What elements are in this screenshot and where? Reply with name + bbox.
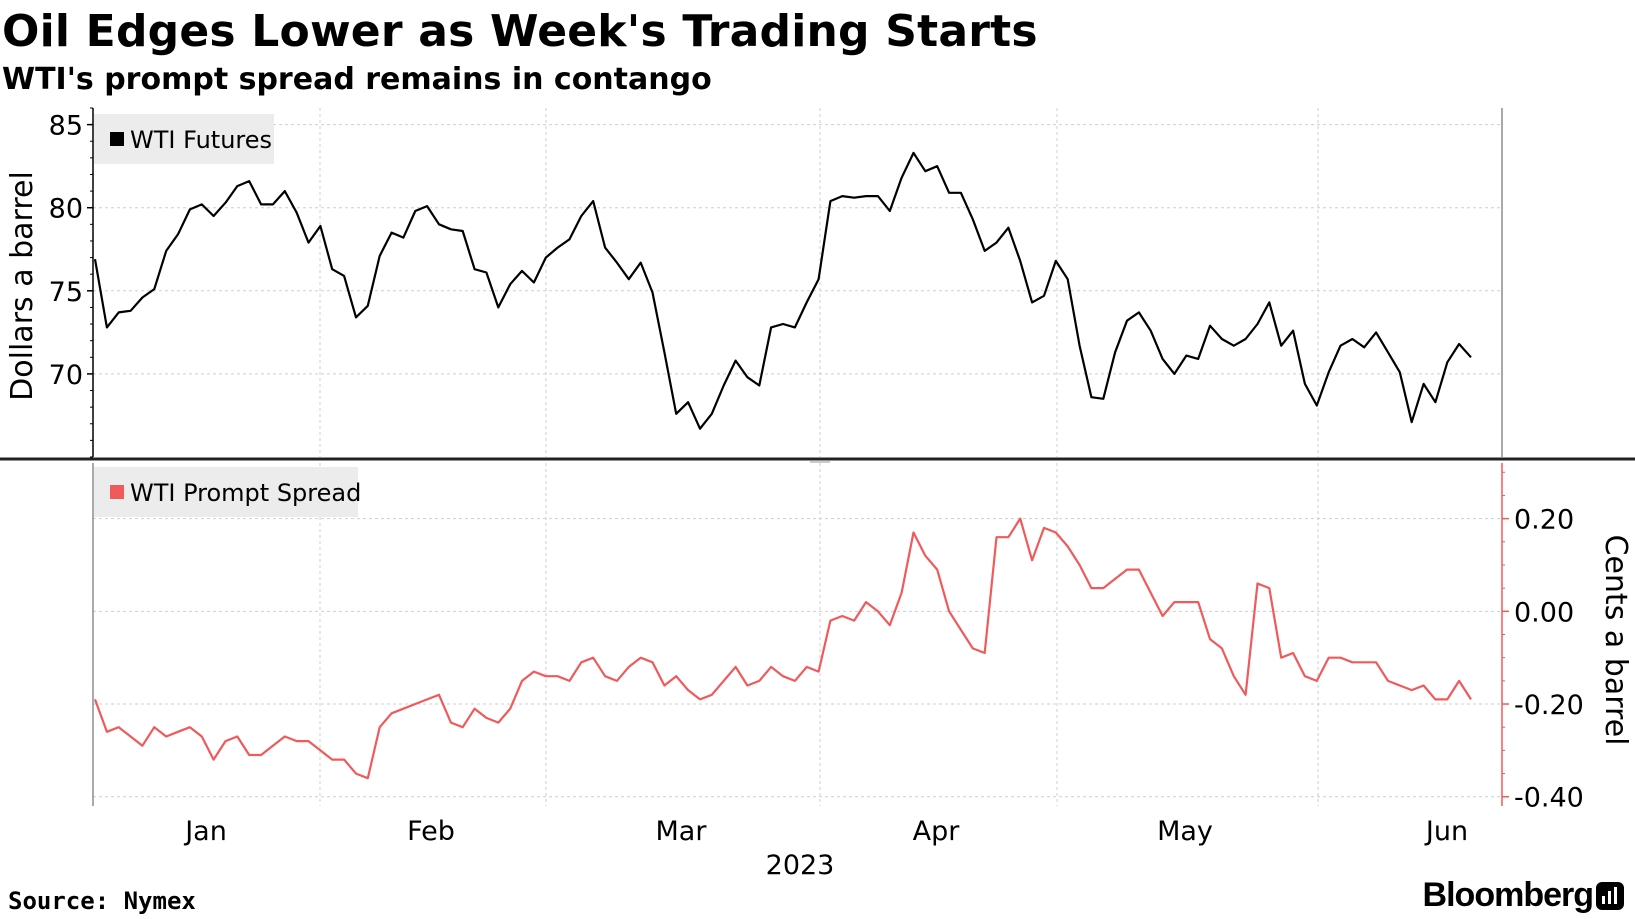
chart-title: Oil Edges Lower as Week's Trading Starts — [2, 6, 1038, 57]
bottom-legend-label: WTI Prompt Spread — [130, 479, 361, 507]
top-legend-label: WTI Futures — [130, 126, 272, 154]
source-note: Source: Nymex — [8, 887, 196, 915]
x-tick-label: Apr — [913, 816, 961, 847]
x-tick-label: Mar — [656, 816, 708, 847]
x-tick-label: Jan — [183, 816, 227, 847]
chart-subtitle: WTI's prompt spread remains in contango — [2, 62, 712, 97]
top-y-tick-label: 80 — [49, 194, 83, 225]
bottom-legend-swatch — [110, 485, 124, 499]
x-axis-year: 2023 — [766, 850, 835, 881]
top-legend-swatch — [110, 132, 124, 146]
bottom-y-tick-label: 0.20 — [1514, 505, 1574, 536]
bottom-y-tick-label: -0.20 — [1514, 690, 1584, 721]
top-y-tick-label: 85 — [49, 111, 83, 142]
brand-chart-icon — [1596, 882, 1624, 910]
wti-prompt-spread-line — [93, 517, 1472, 780]
top-y-tick-label: 75 — [49, 277, 83, 308]
bottom-y-tick-label: -0.40 — [1514, 783, 1584, 814]
brand-logo: Bloomberg — [1422, 876, 1594, 914]
x-tick-label: Jun — [1424, 816, 1468, 847]
bottom-y-tick-label: 0.00 — [1514, 597, 1574, 628]
x-tick-label: May — [1157, 816, 1213, 847]
top-y-tick-label: 70 — [49, 360, 83, 391]
left-axis-title: Dollars a barrel — [5, 171, 40, 401]
wti-futures-line — [93, 151, 1472, 430]
right-axis-title: Cents a barrel — [1598, 535, 1633, 746]
bottom-legend-box — [94, 467, 358, 517]
x-tick-label: Feb — [407, 816, 455, 847]
